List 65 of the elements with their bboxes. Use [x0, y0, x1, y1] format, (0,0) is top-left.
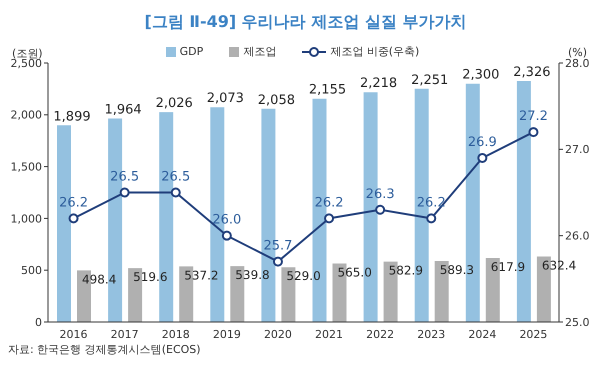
x-tick-label: 2017 — [110, 328, 139, 341]
data-label: 2,300 — [462, 68, 500, 83]
point — [120, 188, 130, 198]
data-label: 2,026 — [156, 96, 193, 112]
data-label: 26.0 — [212, 212, 242, 228]
data-label: 498.4 — [82, 272, 116, 286]
legend-label: GDP — [180, 45, 204, 58]
data-label: 617.9 — [490, 260, 526, 274]
data-label: 26.9 — [468, 134, 497, 150]
data-label: 2,251 — [411, 72, 448, 88]
data-label: 2,073 — [206, 91, 244, 106]
point — [528, 127, 538, 138]
data-label: 537.2 — [184, 268, 219, 282]
data-label: 2,326 — [513, 65, 551, 80]
point — [272, 256, 283, 267]
x-tick-label: 2021 — [315, 328, 344, 341]
x-tick-label: 2020 — [264, 328, 292, 341]
data-label: 519.6 — [133, 270, 168, 284]
data-label: 26.2 — [59, 195, 88, 210]
data-label: 589.3 — [440, 262, 474, 277]
data-label: 1,899 — [53, 109, 91, 124]
point — [170, 188, 181, 198]
x-tick-label: 2019 — [212, 328, 241, 341]
y2-tick-label: 26.0 — [565, 230, 590, 243]
y-tick-label: 1,500 — [10, 160, 42, 174]
point — [324, 213, 334, 224]
point — [375, 204, 386, 215]
x-tick-label: 2016 — [60, 328, 88, 341]
y2-tick-label: 28.0 — [565, 56, 590, 70]
data-label: 27.2 — [518, 109, 548, 124]
x-tick-label: 2023 — [417, 328, 446, 341]
data-label: 26.2 — [416, 195, 446, 210]
y-axis-title: (조원) — [12, 46, 43, 60]
legend-label: 제조업 — [243, 44, 276, 59]
data-label: 26.5 — [161, 170, 190, 184]
text: 자료: 한국은행 경제통계시스템(ECOS) — [8, 342, 201, 357]
point — [426, 213, 436, 224]
point — [222, 230, 232, 241]
x-tick-label: 2024 — [468, 328, 496, 341]
y-tick-label: 0 — [35, 316, 42, 329]
y-tick-label: 500 — [21, 264, 42, 278]
data-label: 2,155 — [308, 82, 346, 98]
y-tick-label: 2,000 — [10, 108, 42, 122]
data-label: 25.7 — [263, 238, 292, 254]
point — [68, 213, 79, 224]
data-label: 582.9 — [388, 264, 423, 278]
data-label: 539.8 — [235, 268, 270, 282]
point — [477, 152, 488, 163]
data-label: 2,218 — [360, 76, 398, 92]
legend-label: 제조업 비중(우축) — [330, 44, 420, 59]
data-label: 26.5 — [110, 170, 140, 184]
x-tick-label: 2025 — [519, 328, 548, 341]
chart-title: [그림 Ⅱ-49] 우리나라 제조업 실질 부가가치 — [144, 12, 468, 33]
data-label: 1,964 — [104, 102, 142, 118]
data-label: 529.0 — [286, 269, 321, 284]
data-label: 2,058 — [258, 92, 296, 108]
y2-tick-label: 25.0 — [565, 316, 590, 329]
y2-axis-title: (%) — [568, 46, 588, 59]
x-tick-label: 2022 — [366, 328, 394, 341]
data-label: 26.2 — [314, 195, 344, 210]
data-label: 565.0 — [338, 265, 372, 280]
y-tick-label: 1,000 — [10, 212, 42, 226]
data-label: 26.3 — [366, 186, 395, 202]
y2-tick-label: 27.0 — [565, 143, 590, 156]
x-tick-label: 2018 — [162, 328, 190, 341]
